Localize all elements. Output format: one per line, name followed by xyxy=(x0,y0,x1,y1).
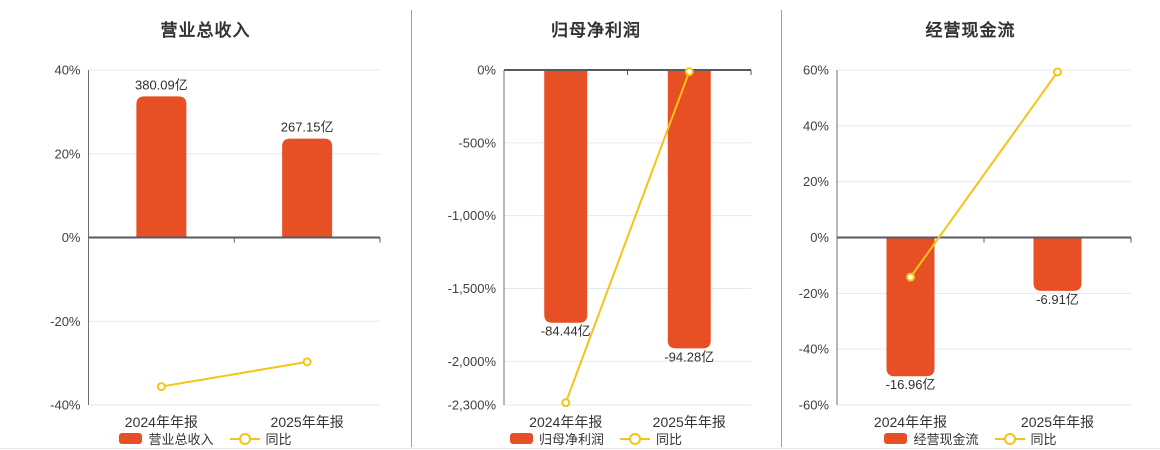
chart-panel-revenue: 营业总收入 40% 20% 0% -20% -40% 380.09亿 267.15亿 202… xyxy=(0,0,411,450)
y-tick-label: 40% xyxy=(54,63,80,78)
bar-series-swatch xyxy=(509,433,533,444)
bar-series-swatch xyxy=(119,433,143,444)
legend-item-line-series[interactable]: 同比 xyxy=(229,429,292,448)
bar-value-label: -6.91亿 xyxy=(1036,292,1079,307)
bar-value-label: 380.09亿 xyxy=(135,77,188,92)
y-tick-label: 40% xyxy=(803,118,829,133)
legend-label: 同比 xyxy=(1030,432,1057,447)
y-tick-label: 60% xyxy=(803,63,829,78)
y-tick-label: 20% xyxy=(54,146,80,161)
cash-flow-chart-plot: 60% 40% 20% 0% -20% -40% -60% -16.96亿 -6.91亿 xyxy=(799,63,1132,413)
yoy-line xyxy=(564,71,691,404)
panel-separator xyxy=(411,10,412,447)
bar-2025年年报 xyxy=(282,138,333,238)
legend-item-bar-series[interactable]: 归母净利润 xyxy=(509,429,604,448)
legend-item-line-series[interactable]: 同比 xyxy=(620,429,682,448)
legend-label: 经营现金流 xyxy=(913,432,979,447)
y-tick-label: 20% xyxy=(803,174,829,189)
x-axis-label: 2024年年报 xyxy=(873,414,948,430)
bar-value-label: -16.96亿 xyxy=(886,377,936,392)
yoy-line-marker xyxy=(906,272,915,282)
chart-panel-net-profit: 归母净利润 0% -500% -1,000% -1,500% -2,000% -2,300… xyxy=(411,0,781,450)
y-tick-label: -60% xyxy=(799,398,830,413)
legend-label: 归母净利润 xyxy=(538,432,604,447)
y-tick-label: -500% xyxy=(458,135,496,150)
legend: 经营现金流 同比 xyxy=(781,429,1160,448)
revenue-chart-plot: 40% 20% 0% -20% -40% 380.09亿 267.15亿 xyxy=(50,63,381,413)
y-tick-label: 0% xyxy=(810,230,829,245)
y-tick-label: -2,000% xyxy=(448,354,497,369)
bottom-border xyxy=(0,448,1160,449)
yoy-line-marker xyxy=(302,357,312,367)
bar-value-label: -94.28亿 xyxy=(664,349,714,364)
legend: 营业总收入 同比 xyxy=(0,429,411,448)
yoy-line-marker xyxy=(1053,67,1062,77)
bar-2025年年报 xyxy=(1033,237,1082,291)
bar-2024年年报 xyxy=(544,70,588,323)
panel-separator xyxy=(781,10,782,447)
y-tick-label: -20% xyxy=(50,314,81,329)
bar-2024年年报 xyxy=(136,96,187,238)
bar-2024年年报 xyxy=(886,237,935,377)
y-tick-label: -40% xyxy=(50,398,81,413)
y-tick-label: -20% xyxy=(799,286,830,301)
legend-label: 营业总收入 xyxy=(148,432,214,447)
y-tick-label: -1,000% xyxy=(448,208,497,223)
chart-title: 归母净利润 xyxy=(551,21,641,40)
yoy-line xyxy=(161,360,308,388)
y-tick-label: -1,500% xyxy=(448,281,497,296)
y-tick-label: -40% xyxy=(799,342,830,357)
legend-label: 同比 xyxy=(265,432,292,447)
yoy-line xyxy=(909,71,1059,278)
line-series-marker-icon xyxy=(620,432,650,445)
legend-item-line-series[interactable]: 同比 xyxy=(994,429,1057,448)
x-axis-label: 2024年年报 xyxy=(529,414,603,430)
chart-panel-cash-flow: 经营现金流 60% 40% 20% 0% -20% -40% -60% -16.96亿 -6.9… xyxy=(781,0,1160,450)
legend-item-bar-series[interactable]: 营业总收入 xyxy=(119,429,214,448)
yoy-line-marker xyxy=(684,67,694,77)
y-tick-label: 0% xyxy=(62,230,81,245)
chart-title: 营业总收入 xyxy=(160,21,251,40)
bar-value-label: -84.44亿 xyxy=(541,324,591,339)
legend-label: 同比 xyxy=(656,432,683,447)
x-axis-label: 2025年年报 xyxy=(1020,414,1095,430)
chart-title: 经营现金流 xyxy=(925,21,1016,40)
yoy-line-marker xyxy=(561,398,571,408)
line-series-marker-icon xyxy=(229,432,260,445)
legend: 归母净利润 同比 xyxy=(411,429,781,448)
bar-2025年年报 xyxy=(667,70,711,349)
y-tick-label: -2,300% xyxy=(448,398,497,413)
yoy-line-marker xyxy=(156,382,166,392)
bar-series-swatch xyxy=(884,433,908,444)
net-profit-chart-plot: 0% -500% -1,000% -1,500% -2,000% -2,300% -84.4… xyxy=(448,63,752,413)
bar-value-label: 267.15亿 xyxy=(281,120,334,135)
x-axis-label: 2025年年报 xyxy=(652,414,726,430)
x-axis-label: 2024年年报 xyxy=(124,414,198,430)
x-axis-label: 2025年年报 xyxy=(270,414,344,430)
legend-item-bar-series[interactable]: 经营现金流 xyxy=(884,429,979,448)
line-series-marker-icon xyxy=(994,432,1025,445)
y-tick-label: 0% xyxy=(477,63,496,78)
